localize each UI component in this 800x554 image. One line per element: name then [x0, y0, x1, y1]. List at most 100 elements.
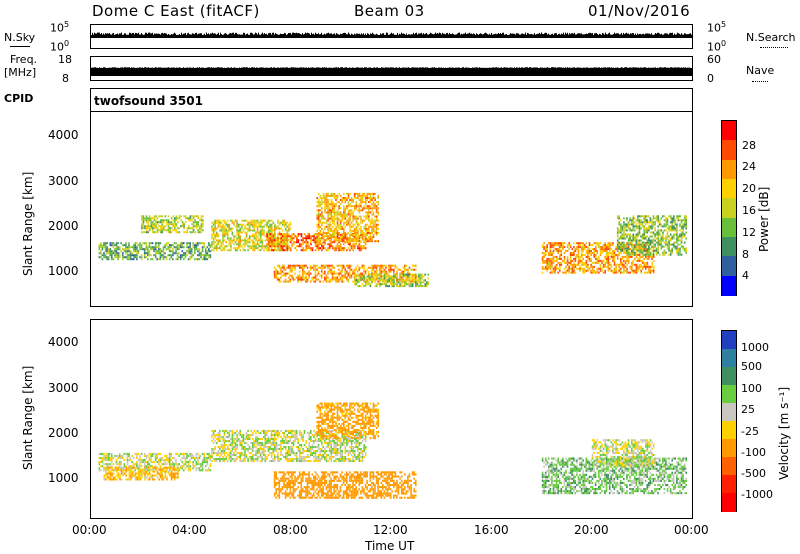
heatmap-cell: [569, 254, 572, 256]
heatmap-cell: [209, 457, 212, 460]
heatmap-cell: [339, 276, 342, 279]
heatmap-cell: [303, 249, 306, 252]
heatmap-cell: [616, 217, 619, 220]
heatmap-cell: [657, 247, 659, 250]
heatmap-cell: [297, 276, 299, 279]
heatmap-cell: [339, 234, 342, 236]
heatmap-cell: [408, 278, 411, 281]
heatmap-cell: [112, 246, 115, 249]
heatmap-cell: [201, 242, 204, 245]
heatmap-cell: [371, 209, 373, 212]
heatmap-cell: [371, 266, 373, 269]
heatmap-cell: [679, 251, 681, 254]
heatmap-cell: [333, 247, 336, 250]
heatmap-cell: [259, 235, 262, 238]
heatmap-cell: [222, 460, 224, 463]
heatmap-cell: [231, 436, 234, 439]
heatmap-cell: [270, 243, 273, 246]
heatmap-cell: [333, 205, 336, 208]
heatmap-cell: [640, 271, 642, 274]
heatmap-cell: [646, 248, 649, 251]
heatmap-cell: [560, 263, 563, 266]
heatmap-cell: [369, 266, 372, 269]
heatmap-cell: [234, 219, 237, 222]
heatmap-cell: [322, 197, 325, 199]
heatmap-cell: [328, 229, 331, 232]
heatmap-cell: [673, 227, 675, 230]
heatmap-cell: [598, 255, 600, 258]
heatmap-cell: [353, 283, 356, 286]
heatmap-cell: [559, 250, 561, 252]
heatmap-cell: [108, 470, 110, 473]
heatmap-cell: [353, 234, 356, 236]
heatmap-cell: [187, 246, 190, 249]
heatmap-cell: [214, 429, 216, 432]
heatmap-cell: [217, 235, 220, 238]
heatmap-cell: [164, 474, 167, 477]
heatmap-cell: [336, 223, 339, 226]
heatmap-cell: [677, 219, 680, 222]
heatmap-cell: [374, 225, 376, 228]
heatmap-cell: [158, 246, 160, 249]
heatmap-cell: [313, 237, 315, 240]
heatmap-cell: [377, 280, 379, 283]
heatmap-cell: [349, 223, 351, 226]
heatmap-cell: [176, 254, 179, 257]
heatmap-cell: [136, 465, 138, 468]
heatmap-cell: [407, 270, 409, 273]
heatmap-cell: [159, 219, 162, 222]
heatmap-cell: [620, 269, 622, 272]
heatmap-cell: [107, 463, 110, 466]
heatmap-cell: [349, 229, 351, 232]
heatmap-cell: [188, 225, 190, 228]
heatmap-cell: [677, 217, 680, 220]
heatmap-cell: [637, 254, 639, 256]
heatmap-cell: [103, 466, 106, 469]
heatmap-cell: [309, 264, 312, 267]
heatmap-cell: [339, 249, 342, 252]
heatmap-cell: [242, 458, 245, 461]
heatmap-cell: [230, 450, 232, 453]
heatmap-cell: [554, 271, 556, 274]
heatmap-cell: [166, 476, 168, 479]
heatmap-cell: [648, 271, 650, 274]
heatmap-cell: [115, 246, 118, 249]
heatmap-cell: [347, 213, 350, 216]
heatmap-cell: [145, 219, 148, 222]
heatmap-cell: [585, 242, 588, 245]
heatmap-cell: [195, 246, 198, 249]
heatmap-cell: [541, 252, 544, 254]
heatmap-cell: [366, 278, 368, 281]
heatmap-cell: [236, 458, 238, 461]
heatmap-cell: [158, 474, 160, 477]
heatmap-cell: [225, 223, 227, 226]
heatmap-cell: [363, 268, 365, 271]
heatmap-cell: [353, 235, 356, 238]
heatmap-cell: [200, 231, 203, 234]
heatmap-cell: [169, 229, 171, 232]
heatmap-cell: [136, 256, 138, 259]
heatmap-cell: [599, 265, 602, 268]
heatmap-cell: [217, 431, 220, 434]
heatmap-cell: [287, 272, 290, 275]
heatmap-cell: [665, 225, 667, 228]
heatmap-cell: [551, 252, 553, 254]
heatmap-cell: [322, 240, 325, 243]
heatmap-cell: [153, 248, 155, 251]
heatmap-cell: [297, 280, 299, 283]
heatmap-cell: [624, 251, 627, 254]
heatmap-cell: [579, 267, 581, 270]
heatmap-cell: [607, 263, 610, 266]
heatmap-cell: [366, 229, 369, 232]
heatmap-cell: [338, 234, 340, 236]
heatmap-cell: [141, 472, 143, 475]
heatmap-cell: [580, 255, 583, 258]
heatmap-cell: [148, 219, 151, 222]
heatmap-cell: [361, 275, 364, 278]
heatmap-cell: [103, 454, 105, 457]
heatmap-cell: [152, 468, 154, 471]
heatmap-cell: [297, 278, 299, 281]
heatmap-cell: [154, 457, 157, 460]
heatmap-cell: [673, 221, 675, 224]
heatmap-cell: [621, 225, 624, 228]
